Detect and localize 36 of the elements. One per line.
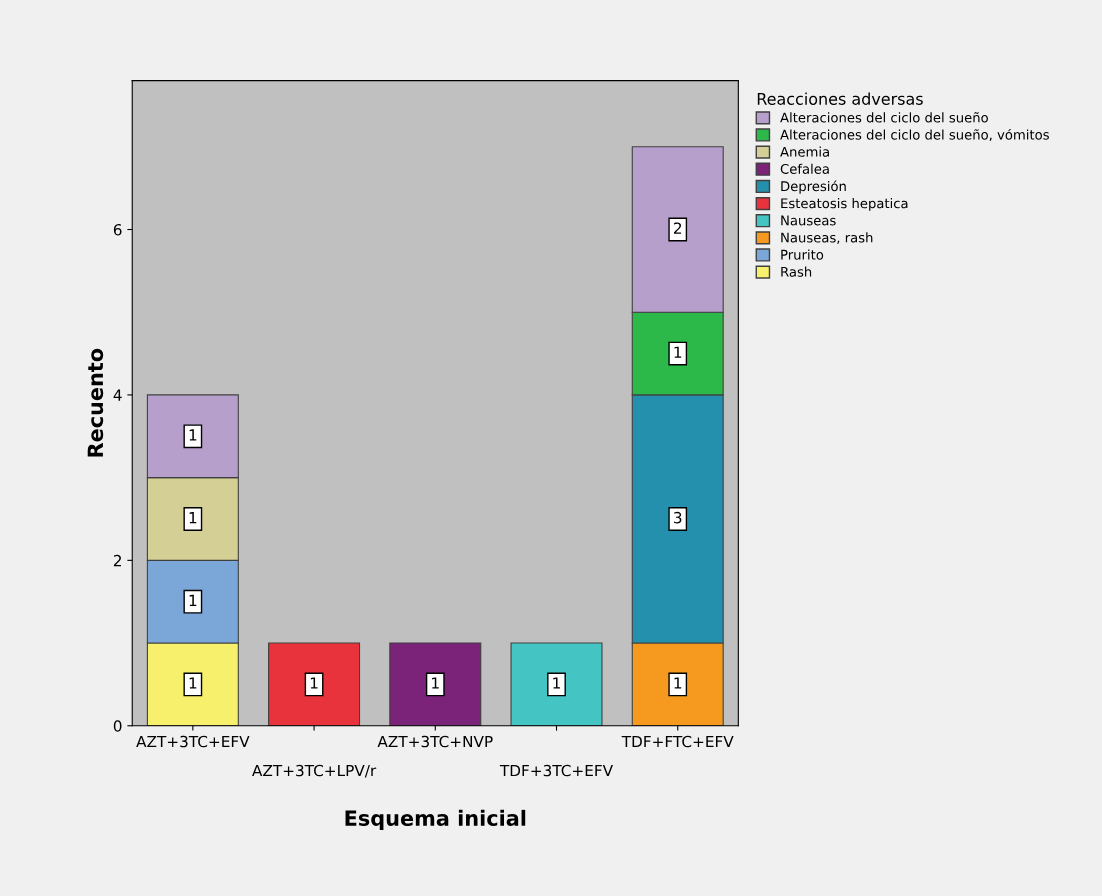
legend-label: Depresión (781, 180, 846, 194)
y-tick-label: 4 (113, 389, 122, 401)
x-tick-label: TDF+FTC+EFV (621, 735, 734, 748)
bar (389, 642, 482, 726)
data-label: 1 (674, 346, 682, 358)
y-tick-label: 2 (113, 554, 121, 567)
data-label: 2 (673, 222, 682, 234)
data-label: 1 (189, 677, 197, 689)
legend-label: Anemia (780, 146, 829, 157)
data-label: 1 (674, 677, 682, 689)
legend-label: Nauseas (781, 215, 836, 226)
x-tick-label: TDF+3TC+EFV (499, 764, 613, 777)
data-label: 1 (189, 429, 197, 441)
data-label: 1 (553, 677, 560, 689)
legend-label: Alteraciones del ciclo del sueño (780, 112, 988, 123)
data-label: 1 (189, 594, 197, 606)
y-axis-title: Recuento (87, 348, 104, 457)
bar (510, 642, 603, 726)
data-label: 1 (189, 512, 197, 524)
legend-label: Cefalea (780, 163, 829, 174)
bar (268, 642, 361, 726)
y-tick-label: 6 (113, 223, 122, 236)
x-axis-title: Esquema inicial (345, 809, 526, 831)
y-tick-label: 0 (113, 720, 122, 732)
x-tick-label: AZT+3TC+NVP (377, 735, 493, 748)
data-label: 3 (674, 511, 682, 524)
legend-label: Alteraciones del ciclo del sueño, vómitos (780, 128, 1049, 142)
legend-label: Esteatosis hepatica (781, 198, 908, 211)
data-label: 1 (310, 677, 318, 689)
legend-label: Rash (781, 266, 812, 277)
legend-label: Nauseas, rash (781, 232, 873, 244)
x-tick-label: AZT+3TC+LPV/r (252, 764, 377, 778)
x-tick-label: AZT+3TC+EFV (136, 735, 250, 748)
legend-title: Reacciones adversas (757, 92, 923, 105)
legend-label: Prurito (781, 249, 824, 260)
data-label: 1 (432, 677, 439, 689)
